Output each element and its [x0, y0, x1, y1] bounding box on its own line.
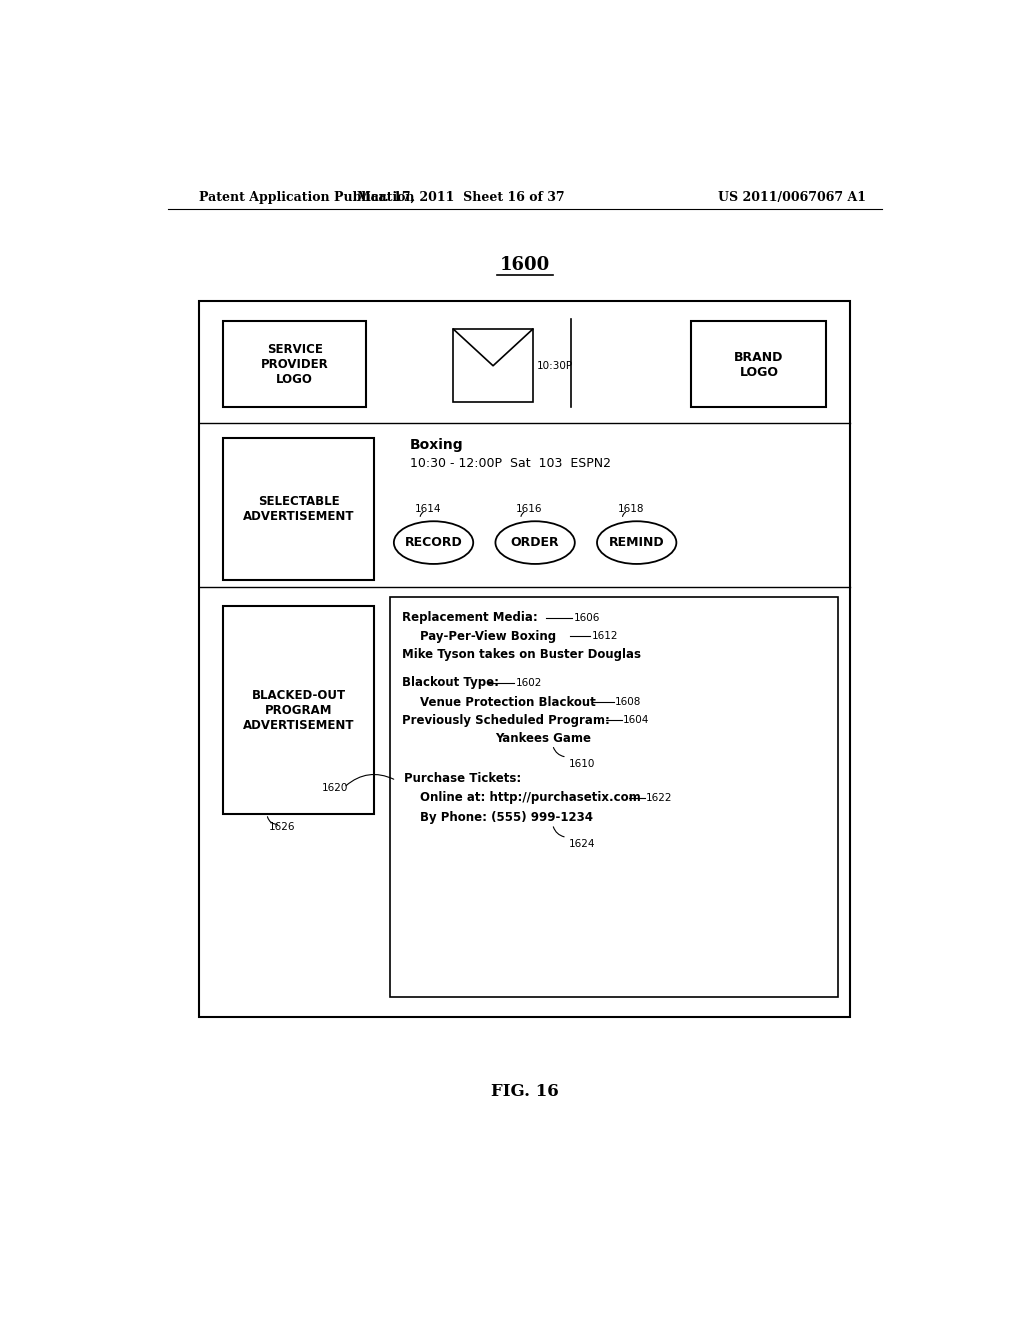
Text: 10:30 - 12:00P  Sat  103  ESPN2: 10:30 - 12:00P Sat 103 ESPN2: [410, 457, 610, 470]
Text: SELECTABLE
ADVERTISEMENT: SELECTABLE ADVERTISEMENT: [243, 495, 354, 523]
Text: RECORD: RECORD: [404, 536, 463, 549]
FancyBboxPatch shape: [390, 598, 839, 997]
Text: Replacement Media:: Replacement Media:: [401, 611, 538, 624]
Ellipse shape: [597, 521, 677, 564]
Text: 1626: 1626: [269, 822, 296, 832]
Text: BLACKED-OUT
PROGRAM
ADVERTISEMENT: BLACKED-OUT PROGRAM ADVERTISEMENT: [243, 689, 354, 731]
Text: FIG. 16: FIG. 16: [490, 1082, 559, 1100]
FancyBboxPatch shape: [454, 329, 532, 403]
Ellipse shape: [394, 521, 473, 564]
Text: By Phone: (555) 999-1234: By Phone: (555) 999-1234: [420, 810, 593, 824]
Text: Venue Protection Blackout: Venue Protection Blackout: [420, 696, 596, 709]
Text: 1600: 1600: [500, 256, 550, 275]
Text: 1620: 1620: [322, 783, 348, 792]
FancyBboxPatch shape: [691, 321, 826, 408]
Text: 1602: 1602: [516, 678, 543, 688]
Text: Mar. 17, 2011  Sheet 16 of 37: Mar. 17, 2011 Sheet 16 of 37: [357, 190, 565, 203]
Text: 1618: 1618: [617, 504, 644, 513]
FancyBboxPatch shape: [223, 321, 367, 408]
Ellipse shape: [496, 521, 574, 564]
Text: 1606: 1606: [574, 612, 600, 623]
Text: 1608: 1608: [615, 697, 642, 708]
Text: 10:30P: 10:30P: [537, 360, 572, 371]
Text: US 2011/0067067 A1: US 2011/0067067 A1: [718, 190, 866, 203]
Text: 1610: 1610: [568, 759, 595, 770]
Text: Yankees Game: Yankees Game: [495, 733, 591, 746]
Text: Purchase Tickets:: Purchase Tickets:: [404, 772, 521, 785]
FancyBboxPatch shape: [223, 438, 374, 581]
Text: 1616: 1616: [516, 504, 543, 513]
Text: Pay-Per-View Boxing: Pay-Per-View Boxing: [420, 630, 556, 643]
Text: BRAND
LOGO: BRAND LOGO: [734, 351, 783, 379]
Text: 1604: 1604: [624, 715, 649, 726]
Text: Mike Tyson takes on Buster Douglas: Mike Tyson takes on Buster Douglas: [401, 648, 641, 661]
Text: Patent Application Publication: Patent Application Publication: [200, 190, 415, 203]
Text: 1614: 1614: [416, 504, 441, 513]
Text: Boxing: Boxing: [410, 438, 463, 451]
Text: Online at: http://purchasetix.com: Online at: http://purchasetix.com: [420, 791, 641, 804]
Text: ORDER: ORDER: [511, 536, 559, 549]
Text: 1624: 1624: [568, 840, 595, 850]
Text: REMIND: REMIND: [609, 536, 665, 549]
Text: SERVICE
PROVIDER
LOGO: SERVICE PROVIDER LOGO: [261, 343, 329, 387]
FancyBboxPatch shape: [200, 301, 850, 1018]
Text: 1622: 1622: [646, 793, 673, 803]
Text: Previously Scheduled Program:: Previously Scheduled Program:: [401, 714, 609, 727]
Text: Blackout Type:: Blackout Type:: [401, 676, 499, 689]
FancyBboxPatch shape: [223, 606, 374, 814]
Text: 1612: 1612: [592, 631, 617, 642]
